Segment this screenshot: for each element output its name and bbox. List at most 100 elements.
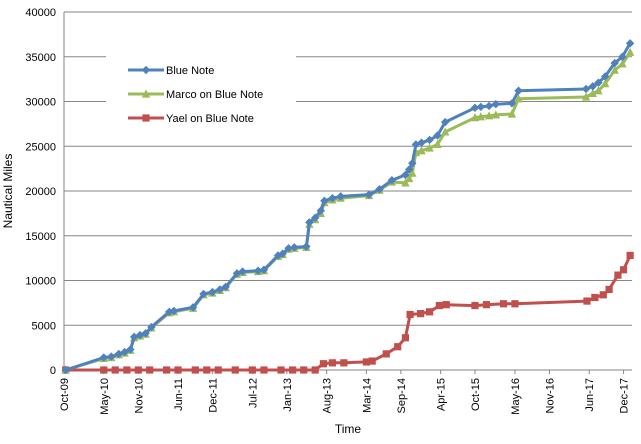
data-point <box>417 146 426 155</box>
x-tick-label: Aug-13 <box>322 378 334 413</box>
data-point <box>476 112 486 121</box>
data-point <box>289 366 297 374</box>
data-point <box>507 99 517 108</box>
data-point <box>260 366 268 374</box>
data-point <box>300 366 308 374</box>
data-point <box>169 306 179 316</box>
data-point <box>484 111 494 120</box>
data-point <box>591 293 599 302</box>
data-point <box>231 366 239 374</box>
data-point <box>311 366 319 374</box>
data-point <box>594 78 603 87</box>
data-point <box>406 310 414 319</box>
series-area <box>61 39 635 375</box>
data-point <box>618 52 627 61</box>
data-point <box>100 366 108 374</box>
data-point <box>442 301 450 309</box>
y-tick-label: 10000 <box>25 276 56 288</box>
x-tick-label: Oct-15 <box>470 378 482 411</box>
legend-label: Blue Note <box>166 65 214 77</box>
data-point <box>433 139 442 149</box>
data-point <box>440 117 450 127</box>
data-point <box>394 343 402 351</box>
series-line <box>65 254 632 372</box>
data-point <box>188 303 198 312</box>
data-point <box>618 59 627 68</box>
data-point <box>340 359 348 367</box>
y-axis-title: Nautical Miles <box>1 154 15 229</box>
x-tick-label: Mar-14 <box>361 378 373 413</box>
data-point <box>499 300 508 308</box>
data-point <box>134 366 142 374</box>
legend-marker <box>141 89 151 98</box>
series-blue-note <box>61 39 635 375</box>
series-yael-on-blue-note <box>62 251 634 374</box>
data-point <box>491 110 501 119</box>
legend-entry: Blue Note <box>128 65 214 77</box>
data-point <box>316 206 326 215</box>
data-point <box>433 131 442 140</box>
data-point <box>605 285 613 294</box>
data-point <box>253 266 263 275</box>
data-point <box>310 213 320 223</box>
data-point <box>588 88 597 98</box>
data-point <box>362 358 370 366</box>
data-point <box>581 92 591 101</box>
data-point <box>484 101 494 111</box>
data-point <box>594 86 603 95</box>
data-point <box>416 310 425 318</box>
data-point <box>305 218 314 227</box>
data-point <box>221 282 230 291</box>
data-point <box>471 301 479 310</box>
x-tick-label: Apr-15 <box>436 378 448 411</box>
data-point <box>401 334 410 342</box>
data-point <box>514 86 523 95</box>
x-tick-label: Jul-12 <box>247 378 259 408</box>
data-point <box>610 65 619 74</box>
data-point <box>401 178 410 187</box>
data-point <box>208 287 217 297</box>
data-point <box>507 109 517 118</box>
data-point <box>610 58 619 68</box>
legend-marker <box>141 65 151 75</box>
data-point <box>368 357 376 365</box>
legend-entry: Yael on Blue Note <box>128 113 254 125</box>
data-point <box>401 170 410 180</box>
data-point <box>174 366 182 374</box>
y-tick-label: 40000 <box>25 7 56 19</box>
y-tick-label: 30000 <box>25 97 56 109</box>
data-point <box>123 366 131 374</box>
data-point <box>408 168 417 177</box>
data-point <box>278 249 287 258</box>
legend-entry: Marco on Blue Note <box>128 89 263 101</box>
data-point <box>625 47 635 56</box>
data-point <box>588 82 597 91</box>
x-tick-label: Nov-16 <box>544 378 556 413</box>
data-point <box>163 366 171 374</box>
data-point <box>61 365 70 375</box>
y-tick-label: 35000 <box>25 52 56 64</box>
legend-marker <box>142 114 150 122</box>
data-point <box>440 127 450 136</box>
data-point <box>215 285 225 294</box>
data-point <box>120 347 129 357</box>
x-tick-label: Nov-10 <box>133 378 145 413</box>
y-tick-label: 5000 <box>32 320 56 332</box>
data-point <box>625 39 635 48</box>
y-tick-label: 25000 <box>25 141 56 153</box>
data-point <box>336 192 345 201</box>
data-point <box>581 84 591 94</box>
data-point <box>614 271 622 279</box>
data-point <box>425 135 434 145</box>
data-point <box>191 366 199 374</box>
data-point <box>99 353 108 362</box>
data-point <box>470 103 480 112</box>
data-point <box>514 94 523 103</box>
x-tick-label: Jun-11 <box>173 378 185 411</box>
data-point <box>600 79 610 88</box>
data-point <box>214 366 222 374</box>
data-point <box>364 190 374 199</box>
x-tick-label: Jun-17 <box>584 378 596 412</box>
data-point <box>147 322 156 332</box>
